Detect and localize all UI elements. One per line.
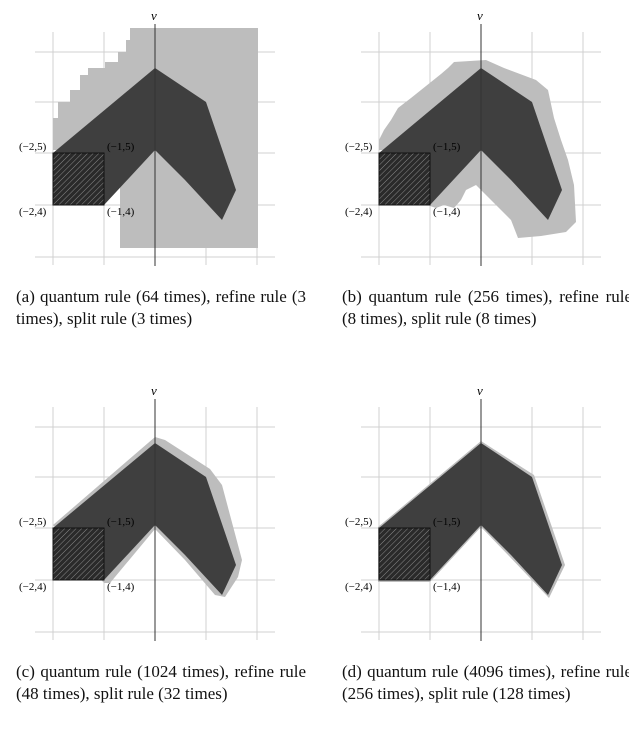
caption-b: (b) quantum rule (256 times), refine rul…: [342, 287, 629, 328]
diagram-c: v (−2,5) (−1,5) (−2,4) (−1,4): [19, 383, 275, 641]
panel-c: v (−2,5) (−1,5) (−2,4) (−1,4) (c) quantu…: [10, 383, 310, 745]
axis-label: v: [477, 8, 483, 23]
diagram-b: v (−2,5) (−1,5) (−2,4) (−1,4): [345, 8, 601, 266]
point-label-p1: (−2,5): [345, 516, 373, 528]
hatched-box: [378, 152, 431, 206]
hatched-box: [52, 152, 105, 206]
hatched-box: [52, 527, 105, 581]
caption-d: (d) quantum rule (4096 times), refine ru…: [342, 662, 629, 703]
point-label-p3: (−2,4): [345, 206, 373, 218]
point-label-p1: (−2,5): [19, 516, 47, 528]
caption-a: (a) quantum rule (64 times), refine rule…: [16, 287, 306, 328]
point-label-p4: (−1,4): [433, 206, 461, 218]
panel-d: v (−2,5) (−1,5) (−2,4) (−1,4) (d) quantu…: [336, 383, 629, 745]
point-label-p4: (−1,4): [107, 581, 135, 593]
point-label-p3: (−2,4): [345, 581, 373, 593]
axis-label: v: [151, 383, 157, 398]
point-label-p3: (−2,4): [19, 581, 47, 593]
point-label-p2: (−1,5): [433, 516, 461, 528]
point-label-p2: (−1,5): [433, 141, 461, 153]
point-label-p4: (−1,4): [433, 581, 461, 593]
panel-b: v (−2,5) (−1,5) (−2,4) (−1,4) (b) quantu…: [336, 8, 629, 370]
hatched-box: [378, 527, 431, 581]
diagram-d: v (−2,5) (−1,5) (−2,4) (−1,4): [345, 383, 601, 641]
panel-a: v (−2,5) (−1,5) (−2,4) (−1,4) (a) quantu…: [10, 8, 310, 370]
point-label-p2: (−1,5): [107, 141, 135, 153]
point-label-p2: (−1,5): [107, 516, 135, 528]
point-label-p4: (−1,4): [107, 206, 135, 218]
diagram-a: v (−2,5) (−1,5) (−2,4) (−1,4): [19, 8, 275, 266]
caption-c: (c) quantum rule (1024 times), refine ru…: [16, 662, 306, 703]
axis-label: v: [151, 8, 157, 23]
axis-label: v: [477, 383, 483, 398]
point-label-p3: (−2,4): [19, 206, 47, 218]
point-label-p1: (−2,5): [345, 141, 373, 153]
point-label-p1: (−2,5): [19, 141, 47, 153]
